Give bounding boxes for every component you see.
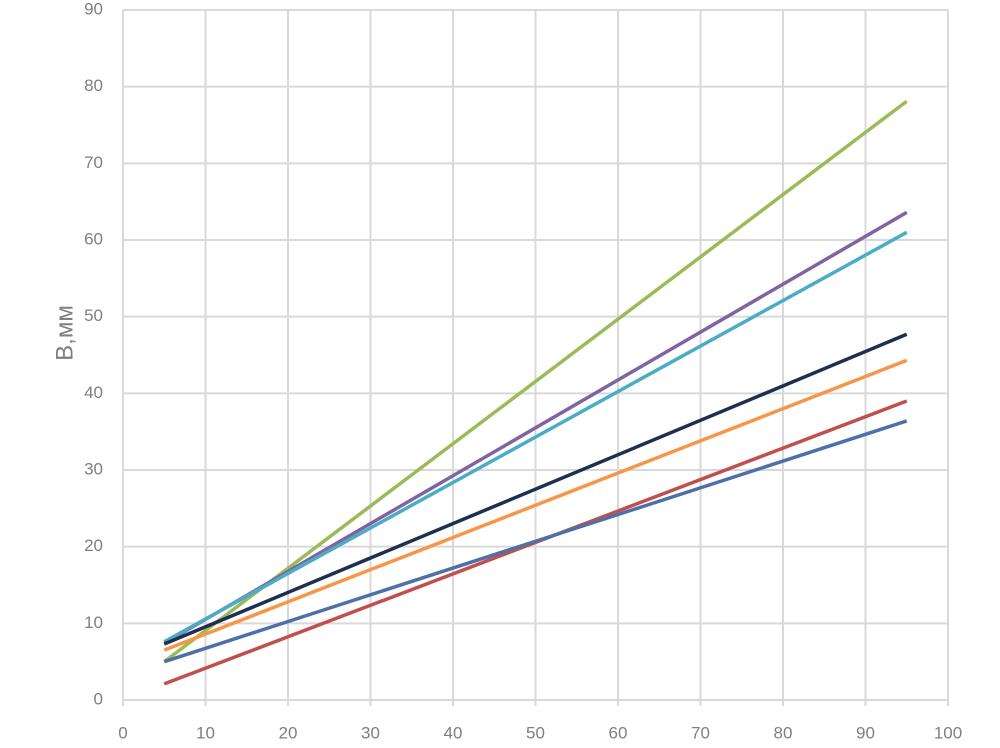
x-tick-label: 10 — [196, 723, 215, 742]
series-line — [163, 99, 908, 664]
y-tick-label: 0 — [94, 689, 103, 708]
y-tick-label: 80 — [84, 76, 103, 95]
series-line — [163, 210, 908, 645]
y-tick-label: 90 — [84, 0, 103, 18]
y-tick-label: 10 — [84, 613, 103, 632]
x-tick-label: 60 — [609, 723, 628, 742]
series-line — [163, 332, 908, 646]
series-line — [163, 230, 908, 644]
y-tick-label: 30 — [84, 459, 103, 478]
series-line — [163, 358, 908, 652]
y-axis-label: B,мм — [51, 305, 78, 361]
x-tick-label: 80 — [774, 723, 793, 742]
x-tick-label: 100 — [934, 723, 962, 742]
x-tick-label: 40 — [444, 723, 463, 742]
x-tick-label: 30 — [361, 723, 380, 742]
y-tick-label: 50 — [84, 306, 103, 325]
x-tick-label: 20 — [279, 723, 298, 742]
y-tick-label: 20 — [84, 536, 103, 555]
y-tick-label: 60 — [84, 229, 103, 248]
y-tick-label: 70 — [84, 153, 103, 172]
x-tick-label: 50 — [526, 723, 545, 742]
x-tick-label: 90 — [856, 723, 875, 742]
x-tick-label: 70 — [691, 723, 710, 742]
series-line — [163, 419, 908, 664]
y-tick-label: 40 — [84, 383, 103, 402]
x-tick-label: 0 — [118, 723, 127, 742]
